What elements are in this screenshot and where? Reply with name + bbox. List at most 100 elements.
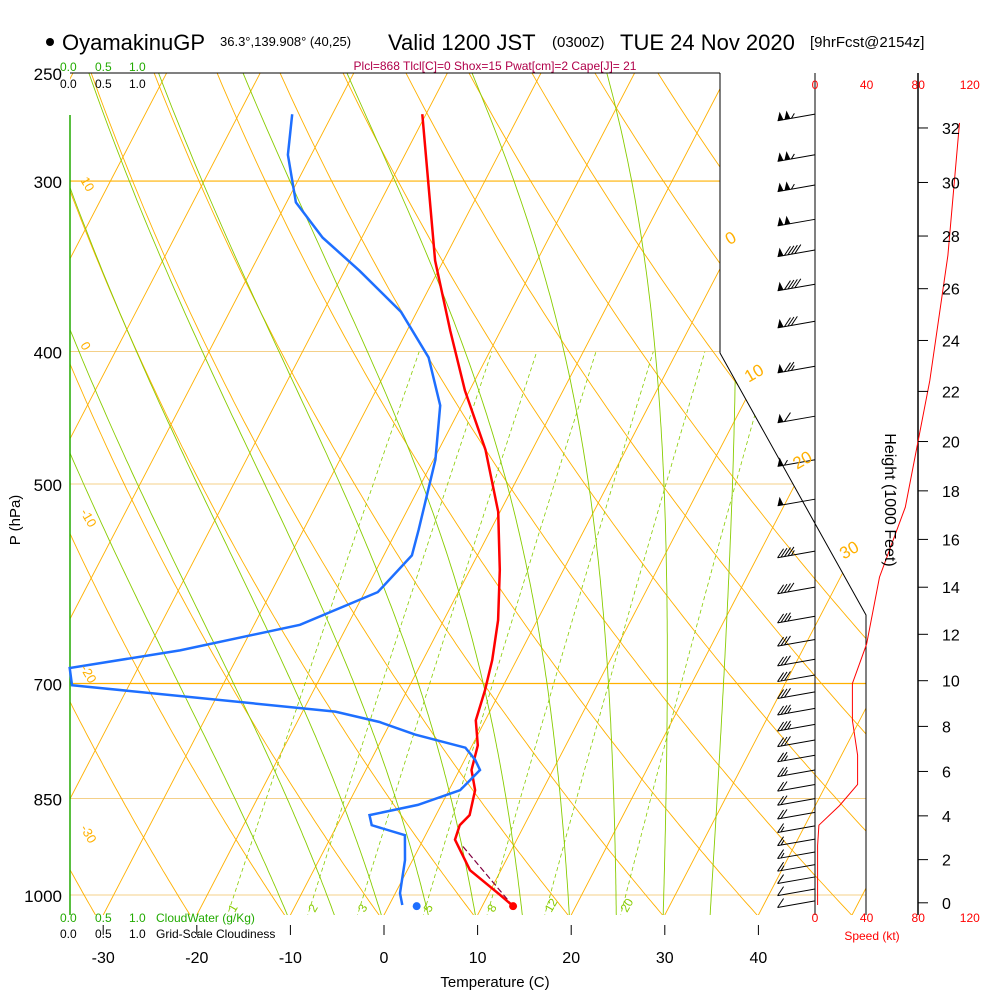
- wind-barb: [777, 612, 816, 624]
- isotherm-label: 10: [741, 360, 767, 386]
- wind-barb-half: [790, 153, 795, 160]
- temperature-tick-label: 30: [656, 950, 674, 967]
- temperature-tick-label: -30: [92, 950, 115, 967]
- wind-barb-half: [780, 865, 785, 871]
- wind-barb-staff: [777, 825, 816, 833]
- wind-barb: [777, 655, 816, 667]
- dry-adiabat-line: [524, 73, 866, 915]
- wind-barb-full: [784, 412, 791, 422]
- wind-barb: [777, 457, 816, 467]
- wind-barb: [777, 110, 816, 122]
- mixing-ratio-label: 8: [484, 901, 500, 914]
- height-tick-label: 24: [942, 333, 960, 350]
- wind-barb-staff: [777, 876, 816, 885]
- wind-barb-half: [787, 615, 792, 622]
- wind-barb-full: [780, 736, 788, 747]
- wind-barb-staff: [777, 184, 816, 193]
- wind-barb-half: [780, 852, 785, 859]
- wind-barb-flag: [777, 182, 784, 192]
- wind-barb-flag: [777, 413, 784, 423]
- wind-barb-staff: [777, 811, 816, 820]
- wind-barb-staff: [777, 754, 816, 763]
- wind-barb-full: [777, 584, 784, 594]
- wind-barb-staff: [777, 154, 816, 162]
- dry-adiabat-line: [70, 73, 288, 915]
- speed-tick-label-top: 80: [912, 78, 926, 92]
- wind-barb-full: [777, 767, 784, 777]
- mixing-ratio-line: [356, 351, 538, 915]
- wind-barb-full: [777, 656, 784, 667]
- isotherm-label: 20: [790, 447, 816, 473]
- wind-barb: [777, 886, 816, 897]
- wind-barb-staff: [777, 415, 816, 424]
- wind-barb-staff: [777, 888, 816, 897]
- wind-barb-full: [780, 809, 788, 819]
- wind-barb-staff: [777, 639, 816, 647]
- forecast-info: [9hrFcst@2154z]: [810, 34, 924, 51]
- wind-barb-full: [777, 752, 784, 763]
- speed-tick-label-bottom: 80: [912, 911, 926, 925]
- wind-barb-full: [787, 245, 795, 256]
- wind-barb-full: [784, 583, 791, 593]
- wind-barb-half: [790, 365, 795, 371]
- wind-barb-full: [784, 280, 791, 290]
- wind-barb-staff: [777, 365, 816, 374]
- wind-barb-full: [780, 795, 788, 805]
- wind-barb-full: [794, 278, 802, 289]
- isotherm-label: 30: [836, 537, 862, 563]
- wind-barb-half: [790, 183, 795, 190]
- temperature-tick-label: 20: [562, 950, 580, 967]
- wind-barb-staff: [777, 864, 816, 872]
- moist-adiabat-line: [158, 73, 477, 915]
- height-tick-label: 2: [942, 853, 951, 870]
- mixing-ratio-line: [485, 351, 654, 915]
- speed-tick-label-top: 0: [812, 78, 819, 92]
- wind-barb: [777, 874, 816, 885]
- dewpoint-trace: [68, 114, 482, 906]
- wind-barb-full: [784, 688, 791, 698]
- speed-tick-label-top: 40: [860, 78, 874, 92]
- dry-adiabat-line: [587, 73, 866, 915]
- wind-barb-full: [777, 548, 784, 559]
- dry-adiabat-line: [70, 73, 193, 915]
- wind-barb-flag: [777, 363, 784, 373]
- wind-barb: [777, 795, 816, 806]
- isotherm-line: [101, 73, 548, 915]
- wind-barb-full: [780, 751, 788, 762]
- wind-barb: [777, 635, 816, 647]
- wind-barb-staff: [777, 798, 816, 806]
- wind-barb: [777, 361, 816, 374]
- wind-barb: [777, 496, 816, 507]
- wind-barb-full: [777, 823, 784, 833]
- wind-barb-full: [780, 705, 788, 715]
- wind-barb-full: [787, 316, 795, 327]
- wind-speed-profile: [817, 122, 960, 905]
- tick-label: 0.0: [60, 60, 77, 74]
- wind-barb-half: [790, 550, 795, 556]
- tick-label: 1.0: [129, 911, 146, 925]
- moist-adiabat-line: [70, 73, 336, 915]
- dry-adiabat-label: -10: [77, 506, 99, 530]
- isotherm-line: [475, 73, 866, 915]
- valid-time: Valid 1200 JST: [388, 30, 536, 55]
- wind-barb: [777, 836, 816, 847]
- tick-label: 0.5: [95, 927, 112, 941]
- pressure-tick-label: 1000: [24, 887, 62, 906]
- wind-barb-staff: [777, 249, 816, 258]
- wind-barb-staff: [777, 784, 816, 792]
- isotherm-line: [70, 73, 455, 915]
- temperature-tick-label: 10: [469, 950, 487, 967]
- surface-temperature-point: [509, 902, 518, 911]
- wind-barb-full: [780, 613, 788, 623]
- wind-barb-staff: [777, 658, 816, 667]
- tick-label: 0.0: [60, 911, 77, 925]
- wind-barb-flag: [784, 181, 791, 191]
- cloudwater-scale-bottom: 0.0 0.5 1.0 CloudWater (g/Kg): [60, 911, 255, 925]
- pressure-tick-label: 850: [34, 791, 62, 810]
- tick-label: 0.5: [95, 77, 112, 91]
- wind-barb-flag: [777, 247, 784, 257]
- wind-barb-full: [780, 655, 788, 666]
- wind-barb-full: [787, 546, 795, 557]
